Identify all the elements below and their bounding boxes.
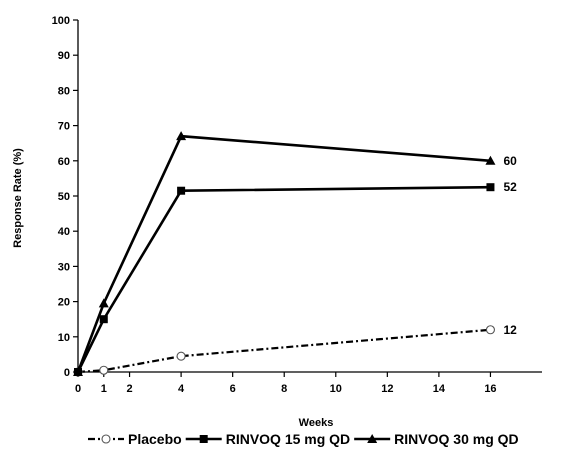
series-1 — [73, 325, 495, 377]
series-layer — [73, 131, 496, 377]
series-line — [76, 185, 491, 373]
series-line — [77, 328, 491, 374]
end-value-label: 60 — [503, 154, 517, 168]
y-tick-label: 10 — [58, 332, 70, 344]
y-tick-label: 20 — [58, 297, 70, 309]
x-tick-label: 14 — [433, 383, 446, 395]
x-axis-title: Weeks — [299, 417, 334, 429]
legend-marker — [101, 434, 111, 444]
legend-label: RINVOQ 30 mg QD — [394, 431, 518, 447]
end-value-label: 52 — [503, 180, 517, 194]
x-axis-ticks: 0 1 2 4 6 8 10 12 14 16 — [75, 372, 497, 395]
x-tick-label: 8 — [281, 383, 287, 395]
x-tick-label: 12 — [381, 383, 393, 395]
legend-marker — [199, 435, 208, 443]
data-point — [98, 298, 109, 308]
data-point — [99, 315, 108, 324]
y-tick-label: 30 — [58, 261, 70, 273]
y-axis-ticks: 0 10 20 30 40 50 60 70 80 90 100 — [52, 15, 78, 379]
y-tick-label: 90 — [58, 50, 70, 62]
x-tick-label: 6 — [230, 383, 236, 395]
data-point — [485, 325, 495, 335]
x-tick-label: 1 — [101, 383, 107, 395]
legend-item-2: RINVOQ 15 mg QD — [185, 431, 350, 447]
legend-label: Placebo — [128, 431, 182, 447]
y-tick-label: 80 — [58, 85, 70, 97]
y-tick-label: 100 — [52, 15, 70, 27]
x-tick-label: 2 — [126, 383, 132, 395]
series-2 — [74, 183, 495, 376]
x-tick-label: 10 — [330, 383, 342, 395]
series-3 — [73, 131, 496, 376]
y-tick-label: 50 — [58, 191, 70, 203]
data-point — [73, 367, 83, 376]
end-value-label: 12 — [503, 323, 517, 337]
data-point — [176, 131, 187, 141]
legend-item-3: RINVOQ 30 mg QD — [354, 431, 519, 447]
data-point — [486, 183, 495, 192]
y-tick-label: 0 — [64, 367, 70, 379]
legend-label: RINVOQ 15 mg QD — [226, 431, 350, 447]
x-tick-label: 16 — [484, 383, 496, 395]
end-labels: 12 52 60 — [503, 154, 517, 337]
data-point — [99, 365, 109, 375]
data-point — [485, 155, 496, 165]
legend-marker — [367, 434, 378, 443]
legend-item-1: Placebo — [88, 431, 182, 447]
x-tick-label: 0 — [75, 383, 81, 395]
y-tick-label: 40 — [58, 226, 70, 238]
y-tick-label: 70 — [58, 121, 70, 133]
series-line — [76, 134, 491, 373]
y-axis-title: Response Rate (%) — [12, 148, 24, 248]
legend: Placebo RINVOQ 15 mg QD RINVOQ 30 mg QD — [88, 431, 519, 447]
data-point — [176, 351, 186, 361]
y-tick-label: 60 — [58, 156, 70, 168]
data-point — [177, 186, 186, 195]
x-tick-label: 4 — [178, 383, 185, 395]
